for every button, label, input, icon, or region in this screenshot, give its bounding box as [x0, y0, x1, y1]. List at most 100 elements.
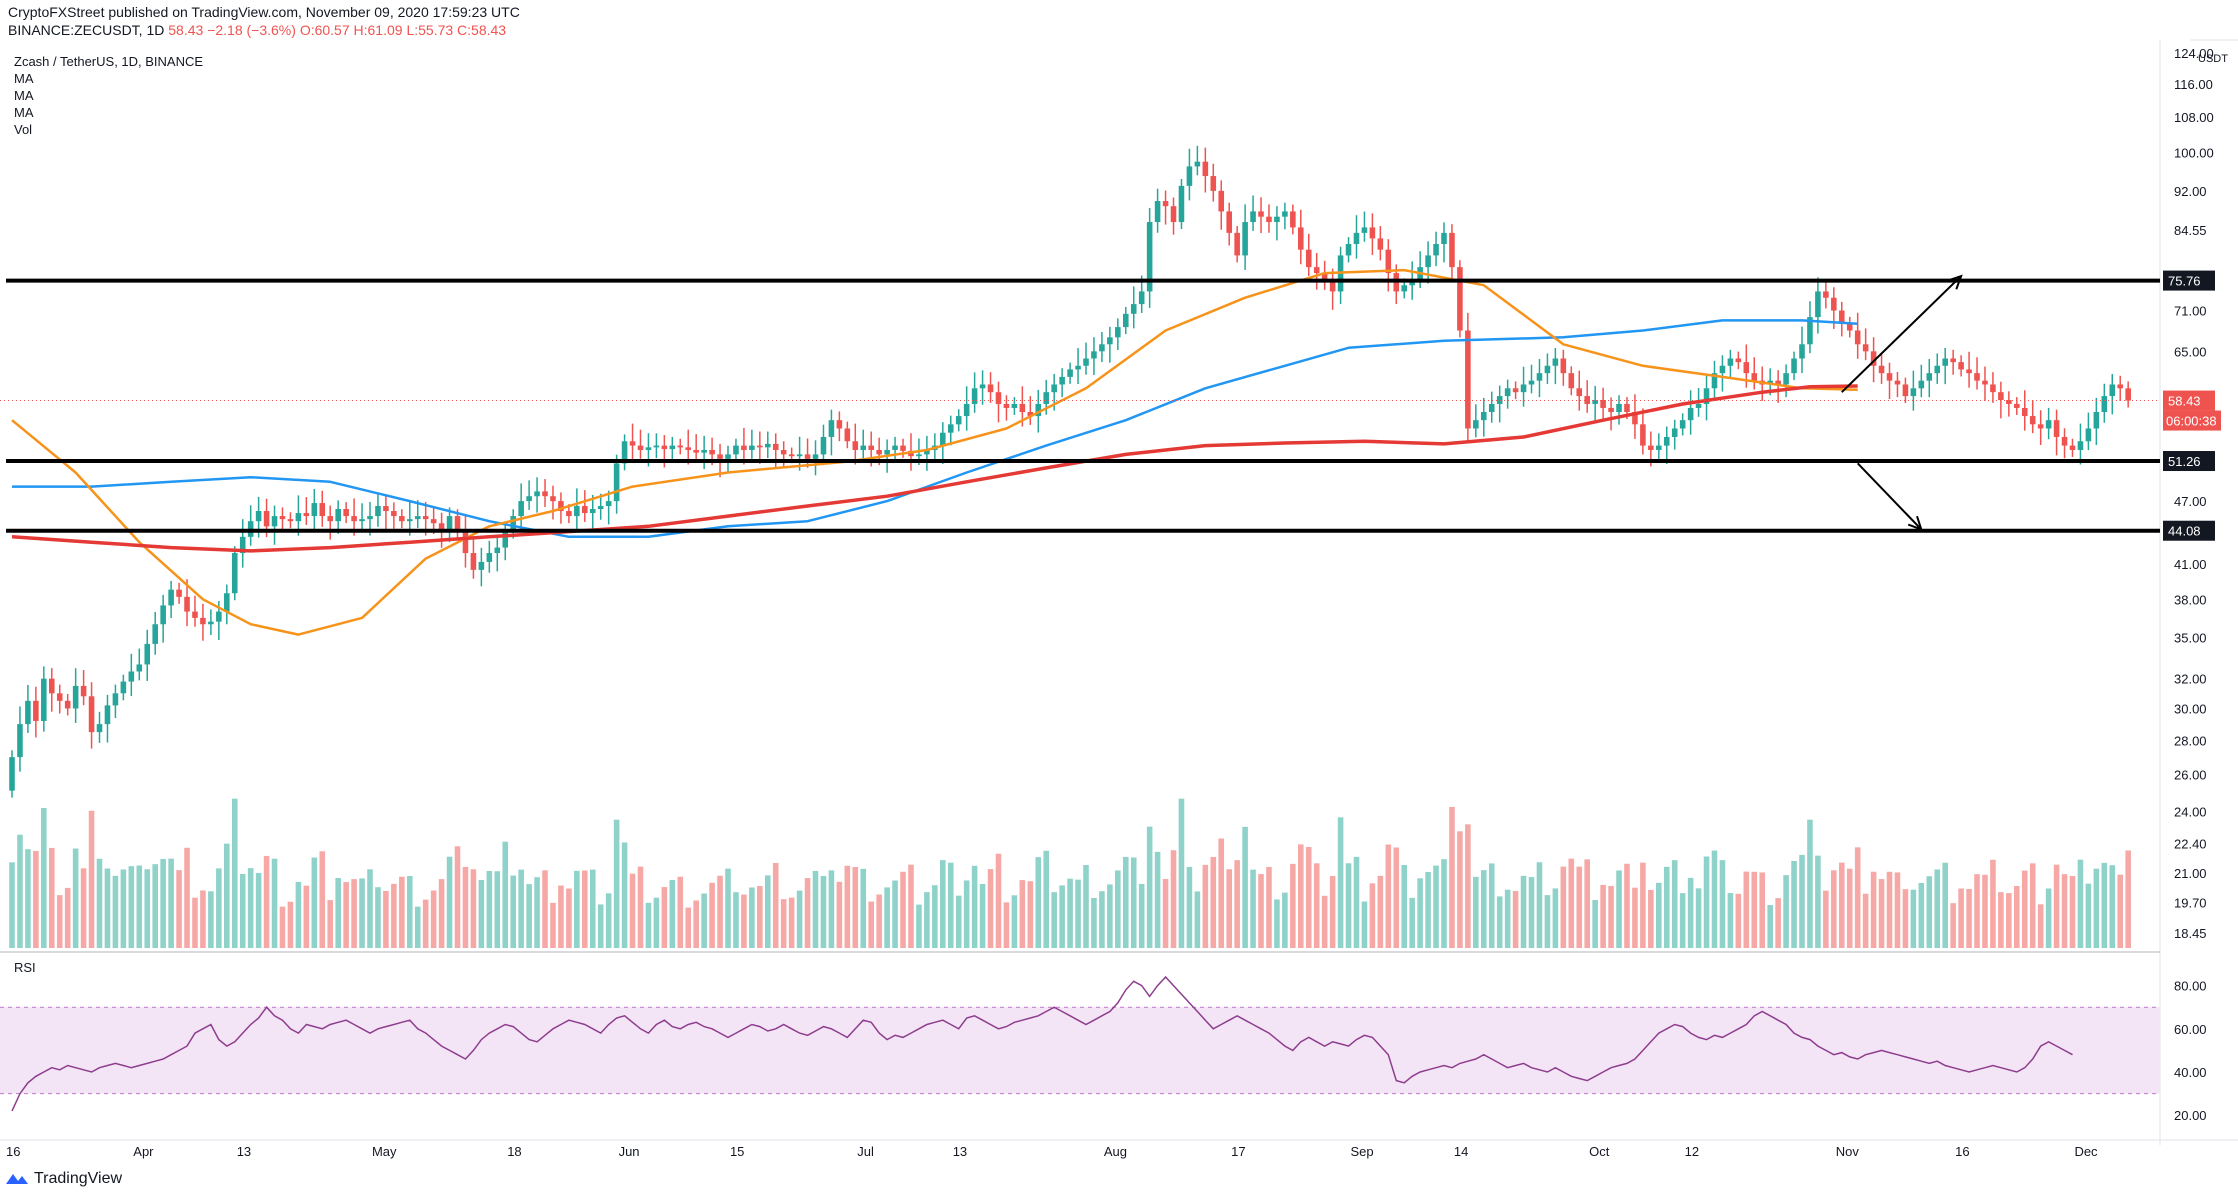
volume-bar [311, 857, 318, 948]
candle-body [2101, 396, 2108, 412]
price-tick-label: 84.55 [2174, 223, 2207, 238]
volume-bar [1003, 902, 1010, 948]
volume-bar [303, 885, 310, 948]
candle-body [1520, 384, 1527, 393]
candle-body [319, 503, 326, 517]
candle-body [1632, 411, 1638, 425]
volume-bar [104, 868, 111, 948]
volume-bar [1982, 874, 1988, 948]
candle-body [1982, 380, 1988, 385]
price-tick-label: 92.00 [2174, 184, 2207, 199]
volume-bar [1099, 891, 1105, 948]
candle-body [812, 454, 819, 459]
volume-bar [1894, 872, 1901, 948]
candle-body [1218, 190, 1225, 212]
volume-bar [96, 858, 103, 948]
candle-body [1862, 344, 1869, 352]
candle-body [1624, 403, 1630, 412]
volume-bar [1115, 870, 1121, 948]
time-tick-label: 17 [1231, 1144, 1245, 1159]
candle-body [430, 519, 437, 524]
volume-bar [1799, 854, 1805, 948]
volume-bar [295, 881, 302, 948]
candle-body [1027, 411, 1034, 417]
volume-bar [2021, 870, 2028, 948]
legend-title[interactable]: Zcash / TetherUS, 1D, BINANCE [14, 54, 204, 69]
candle-body [566, 511, 572, 517]
ohlc-values: O:60.57 H:61.09 L:55.73 C:58.43 [299, 22, 507, 38]
volume-bar [64, 887, 71, 948]
volume-bar [255, 872, 262, 948]
volume-bar [1512, 890, 1519, 948]
candle-body [1091, 351, 1097, 359]
rsi-line [11, 975, 2073, 1112]
volume-bar [852, 867, 859, 948]
volume-bar [1942, 862, 1948, 948]
candle-body [757, 445, 763, 448]
candle-body [725, 454, 731, 459]
candle-body [1035, 403, 1042, 417]
volume-bar [1807, 819, 1813, 948]
volume-bar [1449, 806, 1455, 948]
candle-body [128, 671, 135, 682]
candle-body [1910, 388, 1917, 397]
legend-ma-1[interactable]: MA [14, 71, 34, 86]
candle-body [2109, 384, 2116, 397]
legend-ma-3[interactable]: MA [14, 105, 34, 120]
candle-body [1282, 211, 1288, 217]
candle-body [629, 441, 636, 446]
candle-body [1361, 227, 1368, 233]
volume-bar [1313, 863, 1320, 948]
volume-bar [33, 850, 39, 948]
volume-bar [2101, 862, 2108, 948]
candle-body [924, 449, 930, 455]
volume-bar [924, 892, 930, 948]
volume-bar [1958, 888, 1964, 948]
candle-body [454, 516, 461, 532]
volume-bar [804, 878, 811, 948]
volume-bar [1703, 856, 1710, 948]
volume-bar [979, 883, 986, 948]
candle-body [1130, 304, 1137, 314]
volume-bar [677, 876, 684, 948]
volume-bar [192, 897, 198, 948]
legend-vol[interactable]: Vol [14, 122, 33, 137]
volume-bar [1910, 889, 1917, 948]
volume-bar [2037, 904, 2044, 948]
time-tick-label: 18 [507, 1144, 521, 1159]
candle-body [597, 506, 604, 510]
candle-body [1473, 420, 1479, 429]
legend-ma-2[interactable]: MA [14, 88, 34, 103]
volume-bar [1520, 875, 1527, 948]
volume-bar [1083, 865, 1089, 948]
candle-body [17, 724, 23, 758]
volume-bar [868, 901, 874, 948]
tradingview-watermark[interactable]: TradingView [6, 1170, 122, 1188]
candle-body [335, 509, 341, 522]
volume-bar [279, 906, 286, 948]
candle-body [940, 432, 946, 446]
time-tick-label: 16 [6, 1144, 20, 1159]
volume-bar [1584, 859, 1590, 948]
volume-bar [41, 808, 47, 948]
volume-bar [1632, 887, 1638, 948]
candle-body [438, 523, 445, 530]
volume-bar [1488, 863, 1495, 948]
time-tick-label: Oct [1589, 1144, 1610, 1159]
candle-body [56, 693, 63, 701]
candle-body [144, 643, 151, 665]
candle-body [168, 589, 174, 606]
volume-bar [327, 900, 334, 948]
candle-body [2125, 388, 2131, 401]
volume-bar [1966, 888, 1972, 948]
candle-body [884, 449, 890, 455]
level-label: 58.43 [2168, 394, 2201, 409]
volume-bar [1035, 857, 1042, 948]
volume-bar [1560, 866, 1567, 948]
volume-bar [2085, 883, 2092, 948]
price-tick-label: 32.00 [2174, 672, 2207, 687]
price-change: −2.18 (−3.6%) [207, 22, 296, 38]
time-tick-label: 16 [1955, 1144, 1969, 1159]
volume-bar [367, 869, 373, 948]
